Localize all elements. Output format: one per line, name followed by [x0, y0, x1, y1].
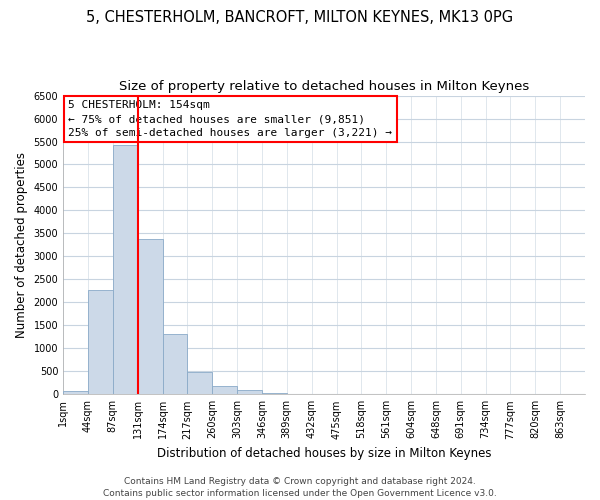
Text: 5, CHESTERHOLM, BANCROFT, MILTON KEYNES, MK13 0PG: 5, CHESTERHOLM, BANCROFT, MILTON KEYNES,… — [86, 10, 514, 25]
X-axis label: Distribution of detached houses by size in Milton Keynes: Distribution of detached houses by size … — [157, 447, 491, 460]
Bar — [187, 372, 212, 394]
Bar — [63, 392, 88, 394]
Bar — [262, 393, 287, 394]
Bar — [163, 334, 187, 394]
Bar — [212, 386, 237, 394]
Bar — [237, 390, 262, 394]
Text: Contains HM Land Registry data © Crown copyright and database right 2024.
Contai: Contains HM Land Registry data © Crown c… — [103, 476, 497, 498]
Bar — [88, 290, 113, 395]
Text: 5 CHESTERHOLM: 154sqm
← 75% of detached houses are smaller (9,851)
25% of semi-d: 5 CHESTERHOLM: 154sqm ← 75% of detached … — [68, 100, 392, 138]
Bar — [113, 144, 138, 394]
Title: Size of property relative to detached houses in Milton Keynes: Size of property relative to detached ho… — [119, 80, 529, 93]
Y-axis label: Number of detached properties: Number of detached properties — [15, 152, 28, 338]
Bar — [138, 239, 163, 394]
